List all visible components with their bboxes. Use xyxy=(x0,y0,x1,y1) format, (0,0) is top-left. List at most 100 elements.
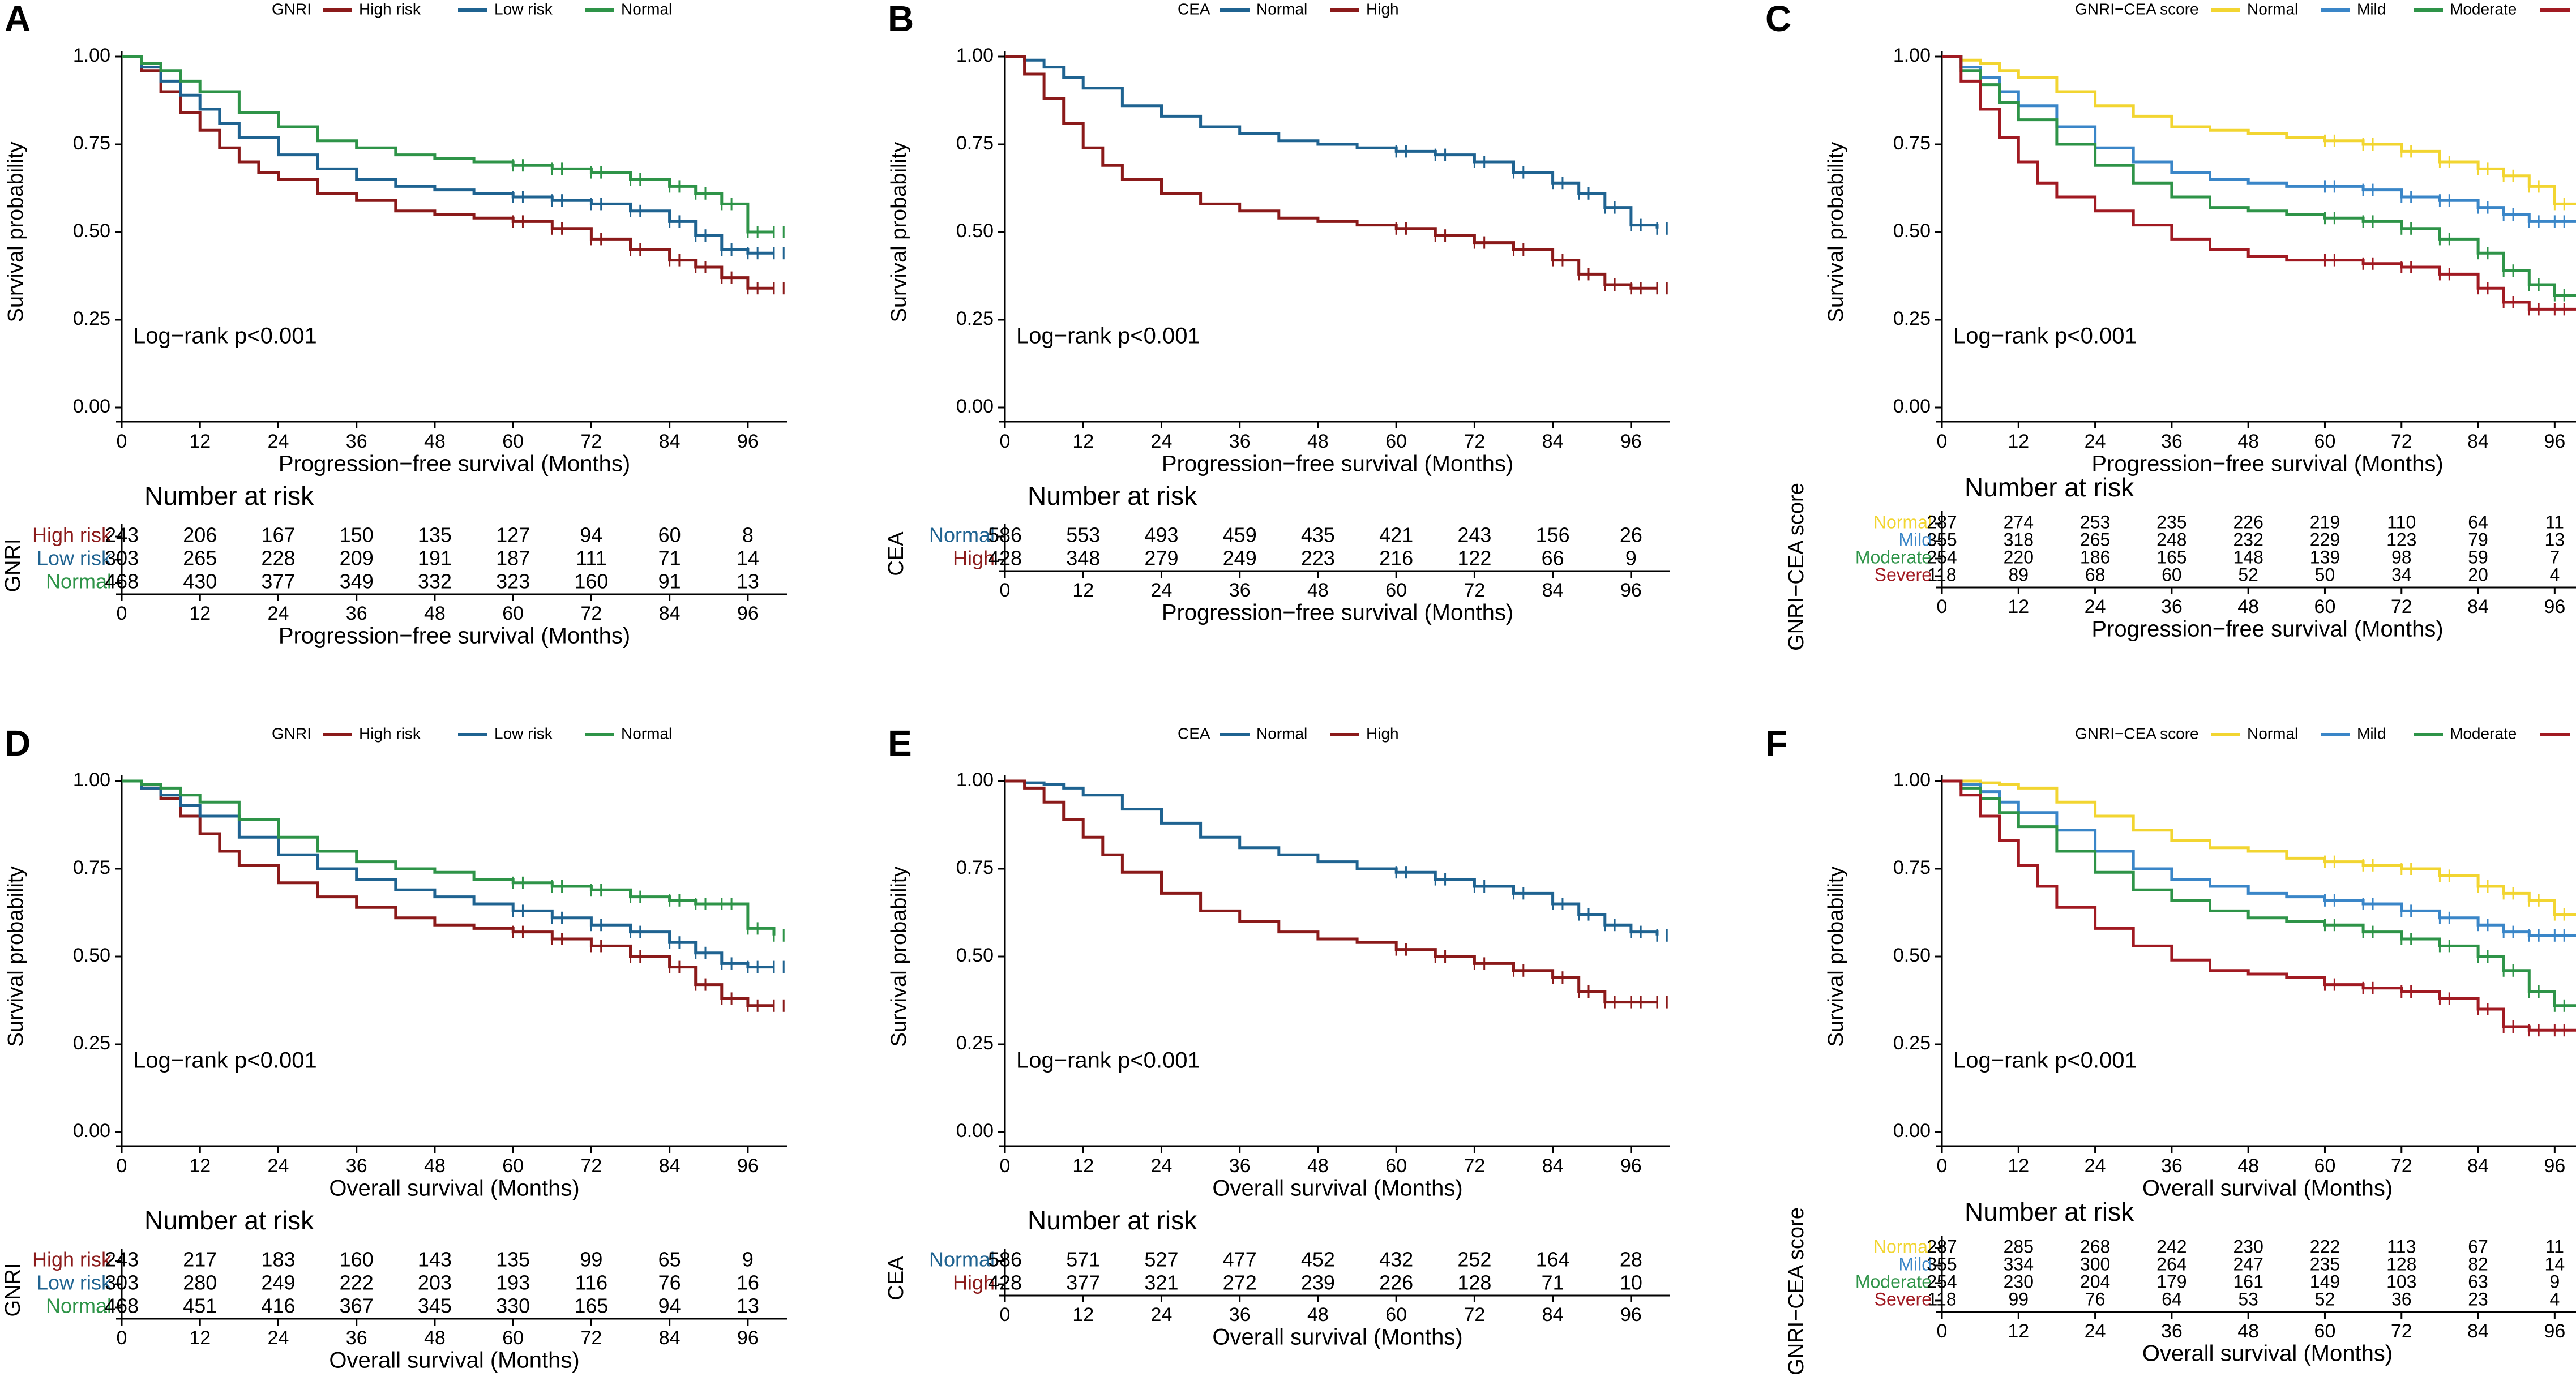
km-curve-normal xyxy=(122,779,776,936)
x-tick-label: 96 xyxy=(1620,1155,1642,1177)
risk-count: 274 xyxy=(2004,512,2034,532)
risk-count: 235 xyxy=(2310,1254,2340,1274)
risk-x-axis-title: Overall survival (Months) xyxy=(1212,1325,1462,1350)
risk-count: 493 xyxy=(1144,524,1178,547)
y-tick-label: 0.25 xyxy=(1893,308,1931,329)
risk-count: 345 xyxy=(418,1294,452,1318)
x-tick-label: 48 xyxy=(424,1155,446,1177)
legend-title: GNRI−CEA score xyxy=(2075,0,2199,18)
y-tick-label: 0.25 xyxy=(73,1032,110,1054)
x-tick-label: 48 xyxy=(2237,1155,2259,1177)
risk-row-label: Low risk xyxy=(37,547,112,570)
x-tick-label: 0 xyxy=(117,1155,127,1177)
risk-count: 165 xyxy=(574,1294,608,1318)
risk-x-tick-label: 48 xyxy=(1307,1304,1329,1326)
risk-count: 300 xyxy=(2080,1254,2110,1274)
legend-entry: Normal xyxy=(1256,724,1307,742)
risk-x-tick-label: 36 xyxy=(2161,596,2183,617)
risk-count: 23 xyxy=(2468,1289,2488,1309)
risk-count: 111 xyxy=(576,547,607,570)
risk-count: 94 xyxy=(580,524,602,547)
km-curve-moderate xyxy=(1942,55,2576,297)
risk-count: 7 xyxy=(2549,547,2560,567)
risk-count: 334 xyxy=(2004,1254,2034,1274)
risk-table-title: Number at risk xyxy=(1028,1206,1197,1235)
km-curve-normal xyxy=(1005,779,1659,936)
y-tick-label: 0.75 xyxy=(73,132,110,154)
risk-count: 99 xyxy=(580,1248,602,1271)
x-axis-title: Overall survival (Months) xyxy=(1212,1176,1462,1201)
x-tick-label: 0 xyxy=(1000,431,1011,452)
risk-count: 9 xyxy=(2549,1271,2560,1292)
risk-count: 219 xyxy=(2310,512,2340,532)
y-tick-label: 0.50 xyxy=(956,220,994,242)
risk-count: 349 xyxy=(340,570,374,593)
risk-x-tick-label: 12 xyxy=(2008,1320,2029,1342)
y-axis-title: Survival probability xyxy=(4,867,28,1047)
risk-count: 228 xyxy=(261,547,295,570)
x-tick-label: 36 xyxy=(346,431,367,452)
legend-entry: Mild xyxy=(2357,0,2386,18)
risk-count: 265 xyxy=(2080,529,2110,550)
risk-count: 348 xyxy=(1066,547,1100,570)
risk-x-tick-label: 36 xyxy=(1229,1304,1251,1326)
x-tick-label: 24 xyxy=(268,1155,289,1177)
risk-count: 52 xyxy=(2238,564,2258,585)
risk-count: 59 xyxy=(2468,547,2488,567)
y-tick-label: 0.00 xyxy=(956,1120,994,1142)
km-curve-low-risk xyxy=(122,55,774,255)
y-tick-label: 0.00 xyxy=(956,396,994,417)
risk-count: 103 xyxy=(2386,1271,2416,1292)
risk-x-tick-label: 72 xyxy=(2391,596,2412,617)
risk-count: 586 xyxy=(988,524,1022,547)
risk-count: 209 xyxy=(340,547,374,570)
risk-count: 89 xyxy=(2008,564,2029,585)
risk-count: 477 xyxy=(1223,1248,1257,1271)
risk-x-tick-label: 24 xyxy=(1151,1304,1173,1326)
km-curve-high-risk xyxy=(122,779,774,1007)
risk-count: 586 xyxy=(988,1248,1022,1271)
risk-row-label: Normal xyxy=(1873,1236,1932,1256)
risk-x-tick-label: 48 xyxy=(2237,596,2259,617)
x-tick-label: 96 xyxy=(2544,1155,2565,1177)
risk-x-tick-label: 24 xyxy=(268,1327,289,1349)
legend-title: CEA xyxy=(1178,0,1210,18)
risk-count: 79 xyxy=(2468,529,2488,550)
y-tick-label: 0.50 xyxy=(956,945,994,966)
y-axis-title: Survival probability xyxy=(887,142,911,323)
risk-count: 265 xyxy=(183,547,217,570)
panel-A: A GNRI High risk Low risk Normal0.000.250.50… xyxy=(1,0,787,649)
risk-count: 26 xyxy=(1620,524,1642,547)
risk-count: 60 xyxy=(658,524,681,547)
risk-count: 279 xyxy=(1144,547,1178,570)
risk-row-label: Mild xyxy=(1898,1254,1932,1274)
risk-count: 71 xyxy=(1542,1271,1564,1294)
risk-row-label: Mild xyxy=(1898,529,1932,550)
risk-x-tick-label: 24 xyxy=(1151,580,1173,601)
risk-count: 272 xyxy=(1223,1271,1257,1294)
risk-x-tick-label: 84 xyxy=(1542,1304,1564,1326)
risk-count: 332 xyxy=(418,570,452,593)
x-tick-label: 12 xyxy=(189,431,211,452)
legend-title: GNRI−CEA score xyxy=(2075,724,2199,742)
km-curve-normal xyxy=(1942,779,2576,916)
risk-count: 203 xyxy=(418,1271,452,1294)
risk-count: 11 xyxy=(2545,1236,2564,1256)
y-tick-label: 0.25 xyxy=(956,1032,994,1054)
x-tick-label: 12 xyxy=(2008,431,2029,452)
risk-count: 242 xyxy=(2156,1236,2186,1256)
risk-group-label: GNRI xyxy=(1,1263,25,1317)
risk-count: 135 xyxy=(418,524,452,547)
legend-title: GNRI xyxy=(272,0,311,18)
risk-count: 571 xyxy=(1066,1248,1100,1271)
risk-count: 167 xyxy=(261,524,295,547)
risk-count: 148 xyxy=(2233,547,2263,567)
risk-count: 235 xyxy=(2156,512,2186,532)
risk-count: 123 xyxy=(2386,529,2416,550)
risk-count: 247 xyxy=(2233,1254,2263,1274)
legend-entry: Moderate xyxy=(2450,0,2517,18)
risk-x-tick-label: 0 xyxy=(1000,580,1011,601)
risk-x-tick-label: 72 xyxy=(580,1327,602,1349)
